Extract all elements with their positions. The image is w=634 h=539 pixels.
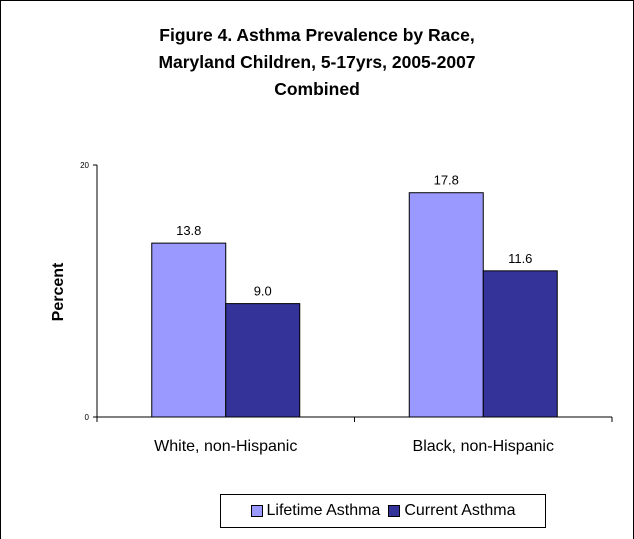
chart-title: Figure 4. Asthma Prevalence by Race, Mar… <box>0 22 634 103</box>
legend-item-current: Current Asthma <box>388 502 515 520</box>
data-label: 9.0 <box>254 284 272 299</box>
y-tick-label: 20 <box>80 161 89 170</box>
chart-title-line-2: Maryland Children, 5-17yrs, 2005-2007 <box>158 52 476 72</box>
legend-label-lifetime: Lifetime Asthma <box>266 502 381 519</box>
chart-title-line-3: Combined <box>274 79 360 99</box>
legend-item-lifetime: Lifetime Asthma <box>250 502 381 520</box>
legend: Lifetime Asthma Current Asthma <box>220 494 546 528</box>
legend-swatch-current <box>388 505 401 517</box>
category-label: Black, non-Hispanic <box>413 438 554 455</box>
bar-current-white <box>225 303 301 418</box>
data-label: 13.8 <box>176 223 201 238</box>
bar-lifetime-white <box>151 242 227 418</box>
y-tick-label: 0 <box>85 413 90 422</box>
legend-swatch-lifetime <box>250 505 263 517</box>
bars <box>151 192 558 418</box>
chart-title-line-1: Figure 4. Asthma Prevalence by Race, <box>159 25 475 45</box>
data-label: 17.8 <box>434 173 459 188</box>
legend-label-current: Current Asthma <box>404 502 516 519</box>
bar-lifetime-black <box>408 192 484 418</box>
data-labels: 13.8 9.0 17.8 11.6 <box>176 173 532 299</box>
data-label: 11.6 <box>508 251 532 266</box>
bar-current-black <box>482 270 558 418</box>
category-label: White, non-Hispanic <box>154 438 297 455</box>
y-axis-ticks: 0 20 <box>80 161 613 422</box>
y-axis-label: Percent <box>50 262 67 321</box>
category-labels: White, non-Hispanic Black, non-Hispanic <box>154 438 554 455</box>
